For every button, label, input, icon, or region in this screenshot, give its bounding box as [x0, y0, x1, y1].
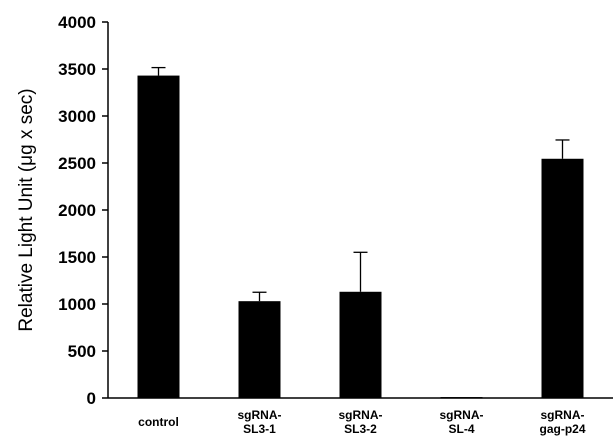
- y-tick-label: 1500: [58, 248, 96, 267]
- x-tick-label: control: [138, 415, 179, 429]
- x-tick-label: sgRNA-SL3-1: [238, 408, 282, 436]
- x-tick-label: sgRNA-gag-p24: [539, 408, 585, 436]
- bar: [137, 75, 180, 398]
- x-tick-label-line: sgRNA-: [541, 408, 585, 422]
- bar: [339, 291, 382, 398]
- x-tick-label-line: sgRNA-: [440, 408, 484, 422]
- bar-series: [137, 75, 584, 399]
- y-tick-label: 2000: [58, 201, 96, 220]
- bar: [541, 158, 584, 398]
- error-bars: [151, 66, 570, 302]
- x-tick-label-line: gag-p24: [539, 422, 585, 436]
- x-tick-label-line: sgRNA-: [238, 408, 282, 422]
- y-tick-label: 4000: [58, 13, 96, 32]
- y-axis-label: Relative Light Unit (μg x sec): [16, 88, 37, 331]
- x-tick-label: sgRNA-SL-4: [440, 408, 484, 436]
- y-tick-label: 1000: [58, 295, 96, 314]
- x-tick-label-line: SL-4: [448, 422, 474, 436]
- x-tick-label-line: SL3-2: [344, 422, 377, 436]
- x-tick-label-line: sgRNA-: [339, 408, 383, 422]
- x-tick-label-line: control: [138, 415, 179, 429]
- y-tick-label: 3000: [58, 107, 96, 126]
- y-tick-label: 2500: [58, 154, 96, 173]
- bar: [238, 301, 281, 398]
- x-tick-label: sgRNA-SL3-2: [339, 408, 383, 436]
- bar: [440, 397, 483, 399]
- y-tick-label: 3500: [58, 60, 96, 79]
- y-tick-label: 500: [68, 342, 96, 361]
- y-tick-label: 0: [87, 389, 96, 408]
- x-tick-label-line: SL3-1: [243, 422, 276, 436]
- x-axis: control sgRNA-SL3-1sgRNA-SL3-2sgRNA-SL-4s…: [108, 397, 613, 436]
- y-axis: 0 500 1000 1500 2000 2500 3000 3500 4000: [58, 13, 109, 408]
